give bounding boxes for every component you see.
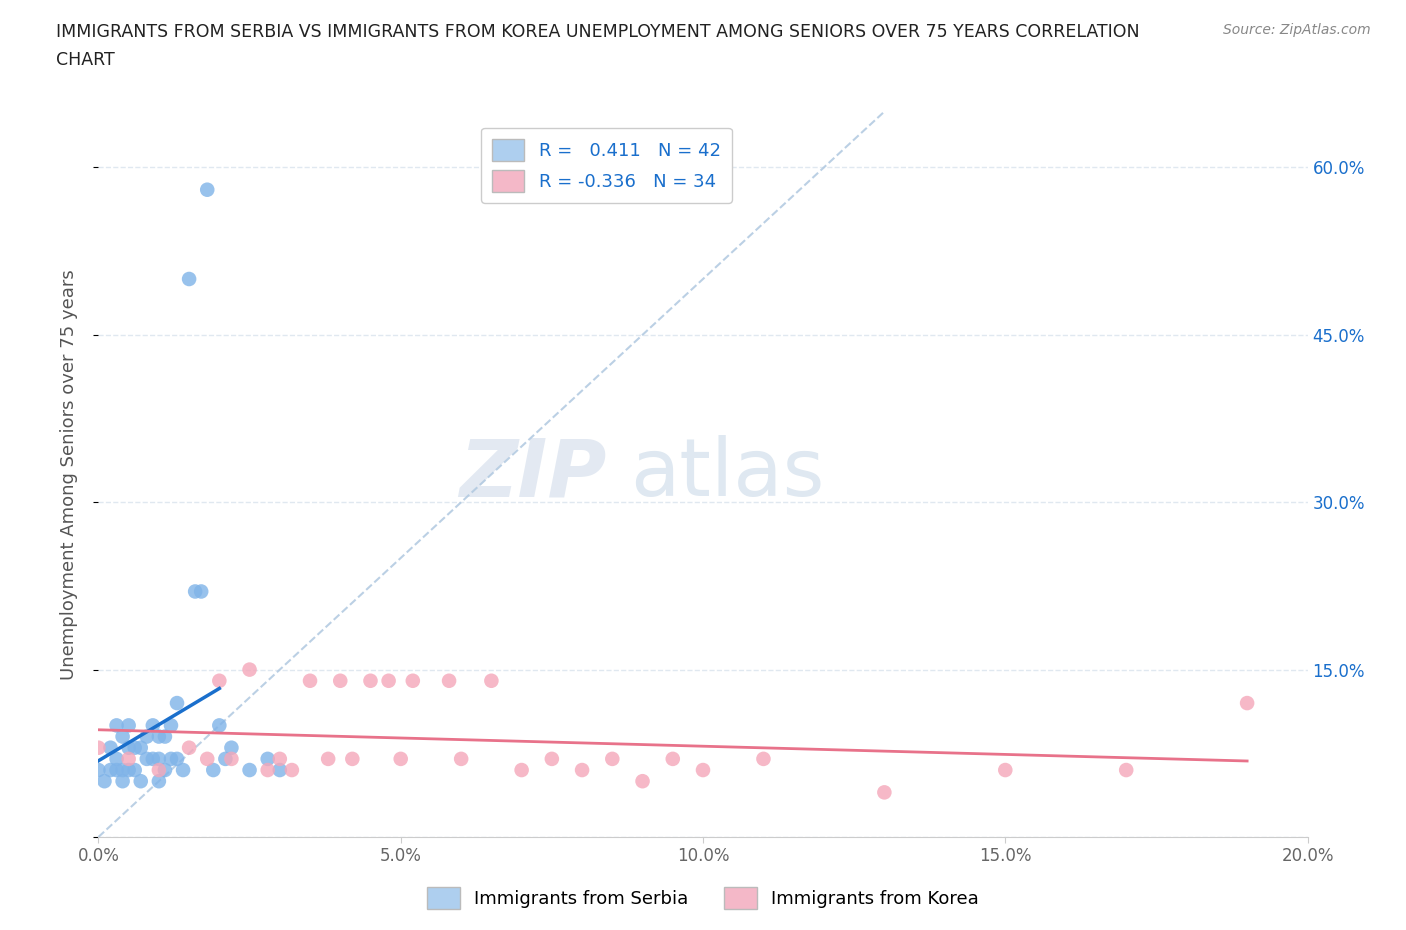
Point bbox=[148, 774, 170, 789]
Point bbox=[299, 673, 322, 688]
Point bbox=[692, 763, 714, 777]
Point bbox=[153, 763, 176, 777]
Point bbox=[631, 774, 654, 789]
Point bbox=[221, 740, 243, 755]
Point bbox=[195, 182, 218, 197]
Point bbox=[360, 673, 382, 688]
Point bbox=[752, 751, 775, 766]
Point bbox=[100, 763, 122, 777]
Legend: R =   0.411   N = 42, R = -0.336   N = 34: R = 0.411 N = 42, R = -0.336 N = 34 bbox=[481, 128, 731, 203]
Point bbox=[437, 673, 460, 688]
Point bbox=[481, 673, 503, 688]
Point bbox=[93, 774, 115, 789]
Point bbox=[105, 763, 128, 777]
Point bbox=[389, 751, 412, 766]
Point bbox=[450, 751, 472, 766]
Text: atlas: atlas bbox=[630, 435, 825, 513]
Point bbox=[873, 785, 896, 800]
Point bbox=[342, 751, 364, 766]
Point bbox=[160, 751, 183, 766]
Point bbox=[202, 763, 225, 777]
Point bbox=[111, 774, 134, 789]
Point bbox=[256, 763, 278, 777]
Point bbox=[135, 729, 157, 744]
Point bbox=[166, 751, 188, 766]
Legend: Immigrants from Serbia, Immigrants from Korea: Immigrants from Serbia, Immigrants from … bbox=[420, 880, 986, 916]
Point bbox=[118, 763, 141, 777]
Text: CHART: CHART bbox=[56, 51, 115, 69]
Point bbox=[190, 584, 212, 599]
Point bbox=[148, 729, 170, 744]
Point bbox=[100, 740, 122, 755]
Point bbox=[179, 740, 201, 755]
Point bbox=[142, 751, 165, 766]
Point bbox=[208, 718, 231, 733]
Point bbox=[214, 751, 236, 766]
Point bbox=[281, 763, 304, 777]
Point bbox=[118, 718, 141, 733]
Point bbox=[111, 729, 134, 744]
Text: IMMIGRANTS FROM SERBIA VS IMMIGRANTS FROM KOREA UNEMPLOYMENT AMONG SENIORS OVER : IMMIGRANTS FROM SERBIA VS IMMIGRANTS FRO… bbox=[56, 23, 1140, 41]
Point bbox=[105, 751, 128, 766]
Point bbox=[184, 584, 207, 599]
Point bbox=[269, 763, 291, 777]
Point bbox=[179, 272, 201, 286]
Point bbox=[111, 763, 134, 777]
Point bbox=[402, 673, 425, 688]
Point bbox=[124, 740, 146, 755]
Point bbox=[87, 763, 110, 777]
Point bbox=[118, 740, 141, 755]
Point bbox=[316, 751, 339, 766]
Point bbox=[661, 751, 683, 766]
Point bbox=[221, 751, 243, 766]
Point bbox=[124, 763, 146, 777]
Text: Source: ZipAtlas.com: Source: ZipAtlas.com bbox=[1223, 23, 1371, 37]
Point bbox=[118, 751, 141, 766]
Point bbox=[208, 673, 231, 688]
Point bbox=[377, 673, 399, 688]
Point bbox=[1236, 696, 1258, 711]
Point bbox=[129, 740, 152, 755]
Y-axis label: Unemployment Among Seniors over 75 years: Unemployment Among Seniors over 75 years bbox=[59, 269, 77, 680]
Point bbox=[153, 729, 176, 744]
Point bbox=[135, 751, 157, 766]
Text: ZIP: ZIP bbox=[458, 435, 606, 513]
Point bbox=[1115, 763, 1137, 777]
Point bbox=[239, 763, 262, 777]
Point bbox=[256, 751, 278, 766]
Point bbox=[540, 751, 562, 766]
Point bbox=[602, 751, 624, 766]
Point bbox=[129, 774, 152, 789]
Point bbox=[87, 740, 110, 755]
Point bbox=[994, 763, 1017, 777]
Point bbox=[571, 763, 593, 777]
Point bbox=[105, 718, 128, 733]
Point bbox=[166, 696, 188, 711]
Point bbox=[172, 763, 194, 777]
Point bbox=[142, 718, 165, 733]
Point bbox=[269, 751, 291, 766]
Point bbox=[148, 763, 170, 777]
Point bbox=[239, 662, 262, 677]
Point bbox=[195, 751, 218, 766]
Point bbox=[148, 751, 170, 766]
Point bbox=[510, 763, 533, 777]
Point bbox=[160, 718, 183, 733]
Point bbox=[329, 673, 352, 688]
